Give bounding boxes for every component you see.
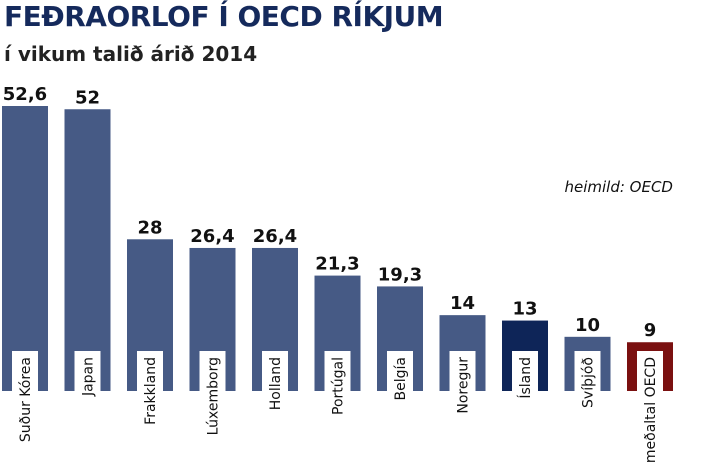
- chart-subtitle: í vikum talið árið 2014: [4, 42, 258, 66]
- value-label-7: 14: [450, 293, 475, 314]
- category-label-box-0: [12, 351, 38, 395]
- category-label-box-10: [637, 351, 663, 395]
- category-label-box-9: [574, 351, 601, 395]
- category-label-1: Japan: [81, 357, 97, 397]
- value-label-2: 28: [137, 217, 162, 238]
- bar-0: [2, 106, 48, 391]
- category-label-8: Ísland: [517, 357, 534, 399]
- category-label-box-7: [449, 351, 476, 395]
- category-label-0: Suður Kórea: [18, 357, 34, 442]
- value-label-1: 52: [75, 87, 100, 108]
- bar-1: [64, 109, 111, 392]
- category-label-3: Lúxemborg: [206, 357, 222, 435]
- value-label-5: 21,3: [315, 254, 359, 275]
- value-label-4: 26,4: [253, 226, 297, 247]
- category-label-box-5: [324, 351, 351, 395]
- category-label-box-3: [199, 351, 226, 395]
- value-label-3: 26,4: [190, 226, 234, 247]
- category-label-box-4: [262, 351, 288, 395]
- category-label-6: Belgía: [393, 357, 409, 400]
- category-label-7: Noregur: [456, 357, 472, 414]
- category-label-box-6: [387, 351, 413, 395]
- category-label-box-1: [74, 351, 101, 395]
- value-label-0: 52,6: [3, 84, 47, 105]
- category-label-10: meðaltal OECD: [643, 357, 659, 463]
- value-label-8: 13: [512, 299, 537, 320]
- value-label-6: 19,3: [378, 264, 422, 285]
- category-label-5: Portúgal: [331, 357, 347, 415]
- category-label-box-2: [137, 351, 163, 395]
- category-label-box-8: [512, 351, 538, 395]
- chart-title: FEÐRAORLOF Í OECD RÍKJUM: [4, 0, 444, 33]
- value-label-9: 10: [575, 315, 600, 336]
- value-label-10: 9: [644, 320, 657, 341]
- category-label-9: Svíþjóð: [581, 357, 597, 408]
- category-label-2: Frakkland: [143, 357, 159, 425]
- category-label-4: Holland: [268, 357, 284, 410]
- source-note: heimild: OECD: [564, 178, 673, 196]
